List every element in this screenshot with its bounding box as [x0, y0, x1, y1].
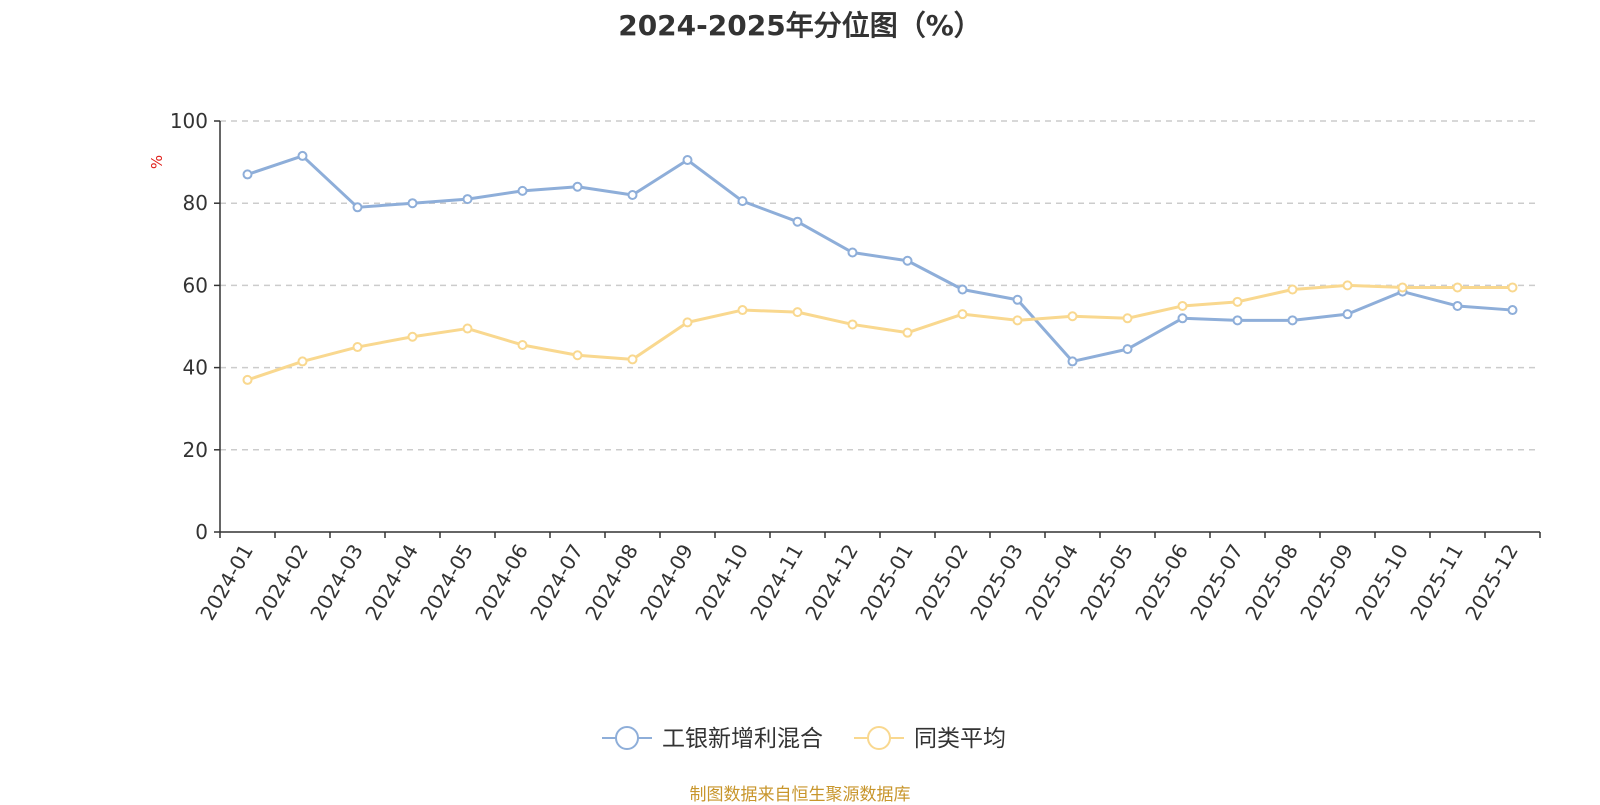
data-point[interactable] — [957, 309, 968, 320]
y-axis-unit-label: % — [148, 155, 166, 169]
x-tick-label: 2024-04 — [360, 540, 423, 624]
y-tick-label: 80 — [183, 191, 208, 215]
x-tick-label: 2025-12 — [1460, 540, 1523, 624]
x-tick-label: 2025-05 — [1075, 540, 1138, 624]
series-2 — [242, 280, 1518, 385]
data-point[interactable] — [572, 181, 583, 192]
data-point[interactable] — [847, 247, 858, 258]
legend-circle-marker — [615, 726, 639, 750]
series-line — [247, 283, 1513, 382]
x-tick-label: 2024-06 — [470, 540, 533, 624]
series-lines — [242, 150, 1518, 385]
data-source-note: 制图数据来自恒生聚源数据库 — [689, 785, 911, 805]
data-point[interactable] — [902, 255, 913, 266]
data-point[interactable] — [517, 185, 528, 196]
x-tick-label: 2024-08 — [580, 540, 643, 624]
x-tick-label: 2024-12 — [800, 540, 863, 624]
data-point[interactable] — [682, 155, 693, 166]
legend-label: 工银新增利混合 — [662, 726, 823, 752]
data-point[interactable] — [1122, 344, 1133, 355]
data-point[interactable] — [242, 374, 253, 385]
data-point[interactable] — [902, 327, 913, 338]
data-point[interactable] — [1452, 300, 1463, 311]
legend-label: 同类平均 — [914, 726, 1006, 752]
data-point[interactable] — [462, 194, 473, 205]
data-point[interactable] — [352, 342, 363, 353]
data-point[interactable] — [1287, 315, 1298, 326]
data-point[interactable] — [1232, 296, 1243, 307]
data-point[interactable] — [572, 350, 583, 361]
x-tick-label: 2024-10 — [690, 540, 753, 624]
x-tick-label: 2024-05 — [415, 540, 478, 624]
data-point[interactable] — [352, 202, 363, 213]
x-tick-label: 2024-09 — [635, 540, 698, 624]
series-1 — [242, 150, 1518, 367]
legend-item-2[interactable]: 同类平均 — [854, 726, 1006, 752]
data-point[interactable] — [1012, 315, 1023, 326]
data-point[interactable] — [1122, 313, 1133, 324]
x-tick-label: 2025-03 — [965, 540, 1028, 624]
data-point[interactable] — [1342, 280, 1353, 291]
data-point[interactable] — [1177, 300, 1188, 311]
y-tick-label: 100 — [170, 109, 208, 133]
x-tick-label: 2024-02 — [250, 540, 313, 624]
data-point[interactable] — [957, 284, 968, 295]
data-point[interactable] — [737, 196, 748, 207]
data-point[interactable] — [682, 317, 693, 328]
data-point[interactable] — [1397, 282, 1408, 293]
data-point[interactable] — [1507, 282, 1518, 293]
data-point[interactable] — [847, 319, 858, 330]
legend-item-1[interactable]: 工银新增利混合 — [602, 726, 823, 752]
data-point[interactable] — [242, 169, 253, 180]
x-tick-label: 2024-07 — [525, 540, 588, 624]
data-point[interactable] — [1452, 282, 1463, 293]
axes: 0 20 40 60 80 100 2024-012024-022024-032024-04… — [170, 109, 1541, 624]
x-tick-label: 2024-03 — [305, 540, 368, 624]
y-tick-label: 20 — [183, 438, 208, 462]
data-point[interactable] — [1012, 294, 1023, 305]
series-line — [247, 154, 1513, 363]
data-point[interactable] — [737, 305, 748, 316]
y-tick-label: 0 — [195, 520, 208, 544]
grid-lines — [220, 120, 1540, 451]
legend[interactable]: 工银新增利混合 同类平均 — [602, 726, 1006, 752]
x-tick-label: 2025-06 — [1130, 540, 1193, 624]
data-point[interactable] — [792, 216, 803, 227]
x-tick-label: 2025-09 — [1295, 540, 1358, 624]
data-point[interactable] — [792, 307, 803, 318]
data-point[interactable] — [1067, 356, 1078, 367]
data-point[interactable] — [407, 331, 418, 342]
data-point[interactable] — [407, 198, 418, 209]
data-point[interactable] — [462, 323, 473, 334]
x-tick-label: 2025-01 — [855, 540, 918, 624]
data-point[interactable] — [1232, 315, 1243, 326]
data-point[interactable] — [517, 339, 528, 350]
chart-title: 2024-2025年分位图（%） — [618, 9, 982, 42]
x-tick-label: 2025-10 — [1350, 540, 1413, 624]
x-tick-label: 2024-01 — [195, 540, 258, 624]
x-tick-label: 2025-02 — [910, 540, 973, 624]
x-tick-label: 2025-07 — [1185, 540, 1248, 624]
y-tick-label: 40 — [183, 356, 208, 380]
legend-circle-marker — [867, 726, 891, 750]
data-point[interactable] — [1342, 309, 1353, 320]
x-tick-label: 2025-04 — [1020, 540, 1083, 624]
data-point[interactable] — [1287, 284, 1298, 295]
data-point[interactable] — [627, 354, 638, 365]
data-point[interactable] — [627, 189, 638, 200]
data-point[interactable] — [1177, 313, 1188, 324]
data-point[interactable] — [1507, 305, 1518, 316]
data-point[interactable] — [297, 356, 308, 367]
y-tick-label: 60 — [183, 273, 208, 297]
x-tick-label: 2025-11 — [1405, 540, 1468, 624]
x-tick-label: 2024-11 — [745, 540, 808, 624]
x-tick-label: 2025-08 — [1240, 540, 1303, 624]
data-point[interactable] — [297, 150, 308, 161]
data-point[interactable] — [1067, 311, 1078, 322]
